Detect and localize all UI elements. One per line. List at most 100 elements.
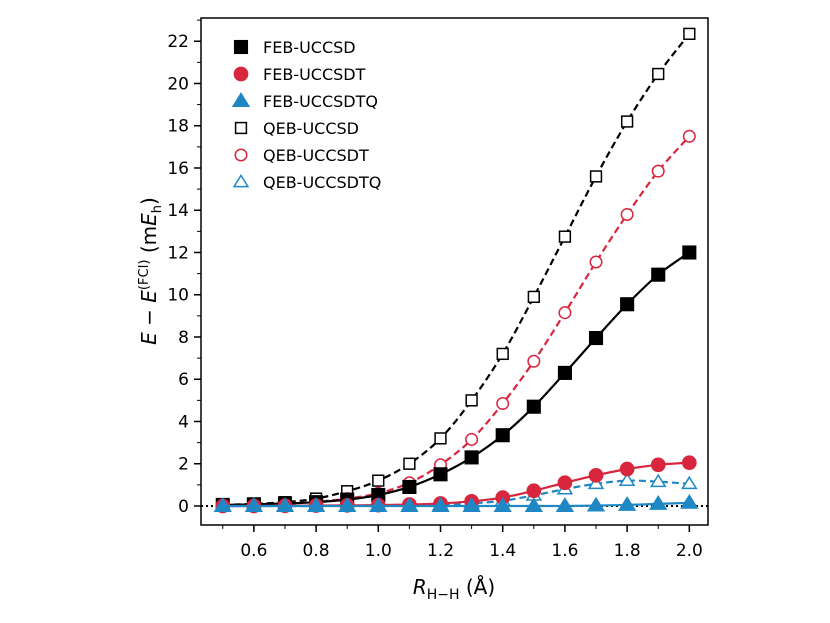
data-point	[651, 267, 666, 282]
legend-label: FEB-UCCSDTQ	[263, 92, 378, 111]
legend: FEB-UCCSD FEB-UCCSDT FEB-UCCSDTQ QEB-UCCSD Q…	[231, 38, 381, 192]
x-tick-label: 1.2	[427, 541, 454, 561]
legend-marker	[233, 39, 249, 55]
data-point	[589, 255, 603, 269]
data-point	[649, 473, 667, 488]
x-axis-title: RH−H (Å)	[413, 575, 495, 603]
data-point	[683, 27, 696, 40]
y-axis-title-minus: −	[137, 303, 161, 332]
legend-label: FEB-UCCSD	[263, 38, 356, 57]
data-point	[244, 497, 264, 512]
data-point	[557, 475, 573, 491]
y-tick-label: 14	[167, 201, 189, 221]
data-point	[681, 455, 697, 471]
data-point	[681, 475, 698, 490]
legend-item-feb-uccsdtq: FEB-UCCSDTQ	[231, 92, 378, 111]
data-point	[649, 495, 668, 510]
x-axis-title-unit: (Å)	[460, 575, 496, 599]
y-tick-label: 18	[167, 117, 189, 137]
data-point	[433, 467, 448, 482]
y-tick-label: 2	[178, 455, 189, 475]
y-axis-title-unit-sub: h	[150, 205, 165, 213]
data-point	[524, 497, 543, 512]
x-tick-label: 2.0	[676, 541, 703, 561]
x-tick-label: 0.8	[303, 541, 330, 561]
legend-item-qeb-uccsdt: QEB-UCCSDT	[234, 146, 369, 165]
data-point	[588, 468, 604, 483]
data-point	[493, 497, 512, 512]
y-tick-label: 12	[167, 243, 189, 263]
data-point	[495, 428, 510, 443]
data-point	[369, 497, 388, 512]
data-point	[555, 497, 575, 512]
legend-item-qeb-uccsd: QEB-UCCSD	[234, 119, 359, 138]
x-tick-label: 1.8	[614, 541, 641, 561]
y-axis-title: E − E(FCI) (mEh)	[137, 197, 165, 345]
legend-label: QEB-UCCSDTQ	[263, 173, 381, 192]
legend-marker	[234, 148, 248, 162]
y-tick-label: 20	[167, 74, 189, 94]
series-line	[222, 501, 690, 508]
data-point	[213, 497, 232, 512]
data-point	[402, 479, 417, 495]
data-point	[557, 365, 572, 380]
data-point	[431, 497, 450, 512]
legend-label: QEB-UCCSD	[263, 119, 359, 138]
y-tick-label: 0	[178, 497, 189, 517]
data-point	[526, 483, 542, 499]
series-feb-uccsdtq	[213, 493, 699, 512]
data-point	[526, 399, 541, 414]
legend-label: FEB-UCCSDT	[263, 65, 366, 84]
legend-item-qeb-uccsdtq: QEB-UCCSDTQ	[232, 173, 381, 192]
data-point	[617, 496, 637, 511]
series-line	[222, 33, 691, 507]
data-point	[496, 347, 509, 361]
data-point	[589, 170, 603, 183]
y-axis-title-unit-e: E	[137, 213, 161, 226]
legend-marker	[231, 92, 251, 107]
data-point	[465, 394, 478, 407]
plot-frame	[200, 17, 709, 526]
data-point	[464, 450, 479, 465]
data-point	[587, 475, 605, 490]
y-tick-label: 16	[167, 159, 189, 179]
data-point	[620, 207, 634, 221]
data-point	[275, 497, 295, 512]
data-point	[338, 497, 357, 512]
data-point	[651, 164, 665, 178]
x-tick-label: 0.6	[240, 541, 267, 561]
data-point	[558, 230, 572, 243]
data-point	[620, 297, 635, 312]
y-axis-title-unit-close: )	[137, 197, 161, 205]
x-tick-label: 1.6	[551, 541, 578, 561]
x-axis: 0.6 0.8 1.0 1.2 1.4 1.6 1.8 2.0	[222, 525, 703, 561]
x-tick-label: 1.4	[489, 541, 516, 561]
data-point	[558, 306, 572, 320]
legend-label: QEB-UCCSDT	[263, 146, 369, 165]
data-point	[652, 67, 665, 81]
data-point	[618, 472, 636, 487]
y-axis-title-e1: E	[137, 332, 161, 345]
data-point	[434, 432, 447, 445]
data-point	[682, 245, 697, 260]
data-point	[650, 457, 666, 473]
y-axis-title-sup: (FCI)	[137, 260, 152, 291]
legend-item-feb-uccsd: FEB-UCCSD	[233, 38, 356, 57]
data-point	[462, 497, 481, 512]
data-point	[496, 397, 510, 411]
series-layer	[213, 27, 699, 514]
data-point	[586, 496, 606, 512]
data-point	[465, 432, 479, 446]
data-point	[527, 290, 540, 304]
y-tick-label: 22	[167, 32, 189, 52]
legend-marker	[232, 173, 250, 188]
x-axis-title-sub: H−H	[427, 587, 460, 603]
y-axis: 0 2 4 6 8 10 12 14 16 18 20 22	[167, 19, 201, 517]
legend-item-feb-uccsdt: FEB-UCCSDT	[233, 65, 366, 84]
y-axis-title-e2: E	[137, 290, 161, 303]
series-line	[222, 251, 690, 507]
y-axis-title-unit-open: (m	[137, 226, 161, 260]
data-point	[372, 474, 385, 487]
